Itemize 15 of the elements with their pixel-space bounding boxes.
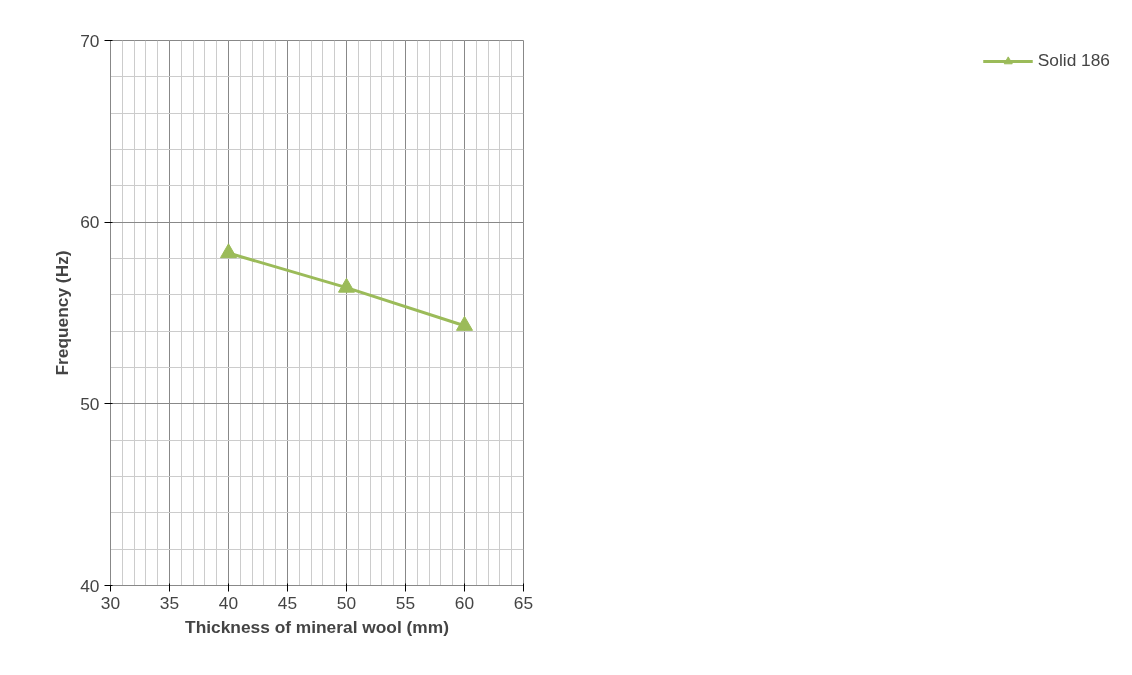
x-axis-title: Thickness of mineral wool (mm) [185,616,449,637]
y-tick-label: 50 [80,393,100,414]
x-tick-label: 50 [336,592,357,613]
y-axis-title: Frequency (Hz) [52,250,73,376]
x-tick-label: 30 [100,592,121,613]
x-tick-label: 65 [513,592,534,613]
x-tick-label: 45 [277,592,298,613]
x-tick-label: 60 [454,592,475,613]
x-tick-label: 35 [159,592,180,613]
y-tick-label: 70 [80,30,100,51]
x-tick-label: 55 [395,592,416,613]
legend-label: Solid 186 [1037,50,1110,71]
y-tick-label: 40 [80,575,100,596]
y-tick-label: 60 [80,212,100,233]
x-tick-label: 40 [218,592,239,613]
